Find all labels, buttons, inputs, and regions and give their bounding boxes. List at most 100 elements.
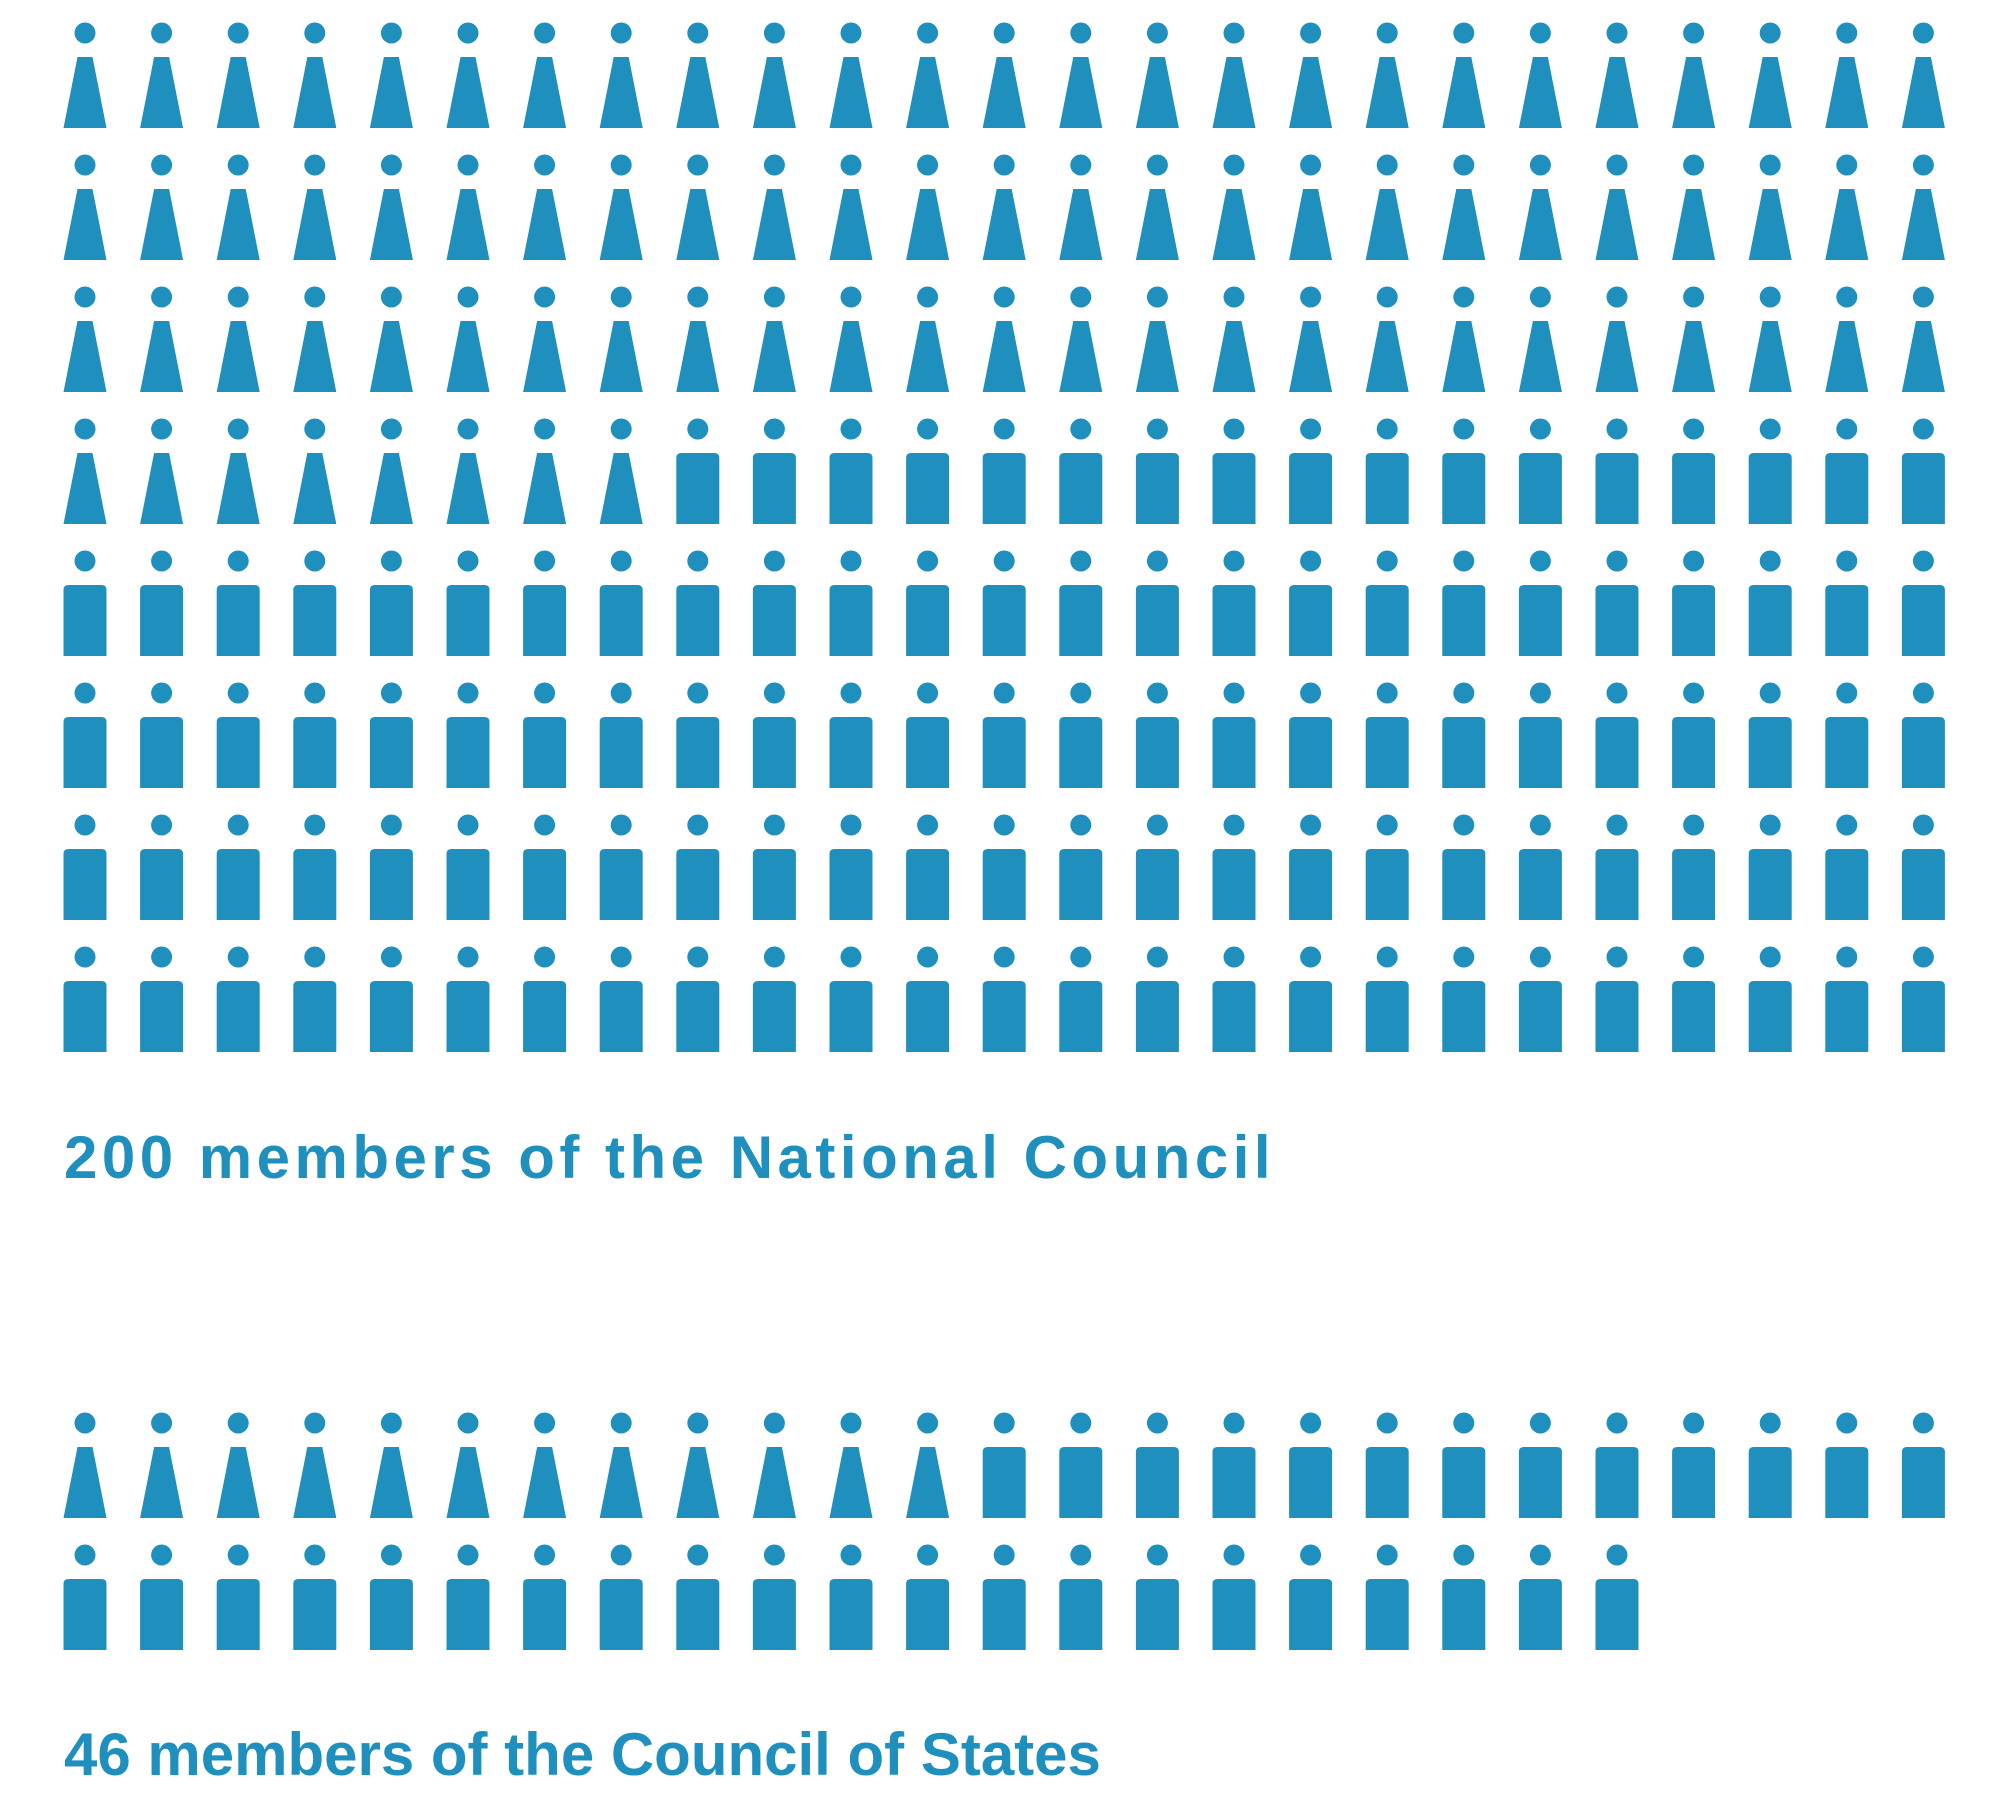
person-icon-b xyxy=(676,1544,720,1650)
person-icon-b xyxy=(446,946,490,1052)
person-icon-b xyxy=(1825,1412,1869,1518)
person-icon-b xyxy=(216,550,260,656)
person-icon-b xyxy=(1595,682,1639,788)
person-icon-b xyxy=(1135,946,1179,1052)
person-icon-a xyxy=(829,154,873,260)
person-icon-b xyxy=(369,682,413,788)
person-icon-b xyxy=(906,814,950,920)
person-icon-a xyxy=(1059,286,1103,392)
person-icon-b xyxy=(752,1544,796,1650)
person-icon-b xyxy=(140,814,184,920)
person-icon-a xyxy=(1901,22,1945,129)
person-icon-b xyxy=(1748,946,1792,1052)
person-icon-a xyxy=(906,1412,950,1518)
person-icon-a xyxy=(446,286,490,392)
person-icon-b xyxy=(1825,682,1869,788)
person-icon-a xyxy=(1289,154,1333,260)
person-icon-b xyxy=(1289,1544,1333,1650)
person-icon-a xyxy=(63,1412,107,1518)
person-icon-a xyxy=(599,418,643,524)
person-icon-a xyxy=(1442,22,1486,129)
person-icon-b xyxy=(1135,682,1179,788)
person-icon-a xyxy=(216,22,260,129)
person-icon-b xyxy=(293,682,337,788)
person-icon-b xyxy=(1365,1544,1409,1650)
person-icon-b xyxy=(982,814,1026,920)
person-icon-a xyxy=(1748,22,1792,129)
person-icon-b xyxy=(906,682,950,788)
person-icon-b xyxy=(1059,1412,1103,1518)
person-icon-a xyxy=(446,154,490,260)
person-icon-a xyxy=(140,154,184,260)
person-icon-b xyxy=(982,1412,1026,1518)
person-icon-a xyxy=(1518,286,1562,392)
person-icon-b xyxy=(599,1544,643,1650)
person-icon-b xyxy=(599,946,643,1052)
person-icon-a xyxy=(1135,22,1179,129)
person-icon-a xyxy=(523,1412,567,1518)
person-icon-a xyxy=(1212,22,1256,129)
person-icon-a xyxy=(1365,154,1409,260)
person-icon-b xyxy=(752,946,796,1052)
person-icon-b xyxy=(752,550,796,656)
person-icon-b xyxy=(523,550,567,656)
person-icon-b xyxy=(63,550,107,656)
person-icon-a xyxy=(369,22,413,129)
person-icon-b xyxy=(906,550,950,656)
person-icon-a xyxy=(906,22,950,129)
person-icon-b xyxy=(1518,418,1562,524)
person-icon-a xyxy=(1289,286,1333,392)
person-icon-b xyxy=(1135,814,1179,920)
person-icon-b xyxy=(1289,550,1333,656)
person-icon-a xyxy=(293,1412,337,1518)
person-icon-b xyxy=(1901,550,1945,656)
person-icon-b xyxy=(1212,1544,1256,1650)
person-icon-b xyxy=(369,946,413,1052)
person-icon-a xyxy=(676,286,720,392)
person-icon-b xyxy=(523,946,567,1052)
person-icon-b xyxy=(1901,814,1945,920)
person-icon-b xyxy=(293,550,337,656)
person-icon-a xyxy=(63,22,107,129)
person-icon-b xyxy=(63,814,107,920)
person-icon-b xyxy=(446,682,490,788)
person-icon-b xyxy=(293,1544,337,1650)
person-icon-b xyxy=(1135,1544,1179,1650)
person-icon-a xyxy=(1595,154,1639,260)
person-icon-b xyxy=(1442,418,1486,524)
person-icon-a xyxy=(63,286,107,392)
person-icon-a xyxy=(1212,154,1256,260)
person-icon-b xyxy=(446,550,490,656)
person-icon-b xyxy=(1672,946,1716,1052)
person-icon-a xyxy=(1748,154,1792,260)
person-icon-b xyxy=(1365,814,1409,920)
person-icon-b xyxy=(1289,814,1333,920)
person-icon-a xyxy=(63,154,107,260)
person-icon-a xyxy=(63,418,107,524)
person-icon-a xyxy=(906,154,950,260)
person-icon-b xyxy=(829,550,873,656)
person-icon-a xyxy=(1825,22,1869,129)
person-icon-a xyxy=(523,286,567,392)
person-icon-a xyxy=(1672,286,1716,392)
person-icon-a xyxy=(293,154,337,260)
person-icon-b xyxy=(523,682,567,788)
person-icon-a xyxy=(293,418,337,524)
person-icon-a xyxy=(752,286,796,392)
person-icon-b xyxy=(1289,682,1333,788)
person-icon-b xyxy=(1901,1412,1945,1518)
person-icon-a xyxy=(1518,22,1562,129)
person-icon-b xyxy=(1748,1412,1792,1518)
person-icon-a xyxy=(599,22,643,129)
person-icon-b xyxy=(1595,1412,1639,1518)
person-icon-b xyxy=(1059,1544,1103,1650)
person-icon-b xyxy=(676,418,720,524)
person-icon-b xyxy=(1365,1412,1409,1518)
person-icon-a xyxy=(140,418,184,524)
person-icon-b xyxy=(982,550,1026,656)
person-icon-b xyxy=(982,946,1026,1052)
person-icon-b xyxy=(599,550,643,656)
person-icon-b xyxy=(752,814,796,920)
